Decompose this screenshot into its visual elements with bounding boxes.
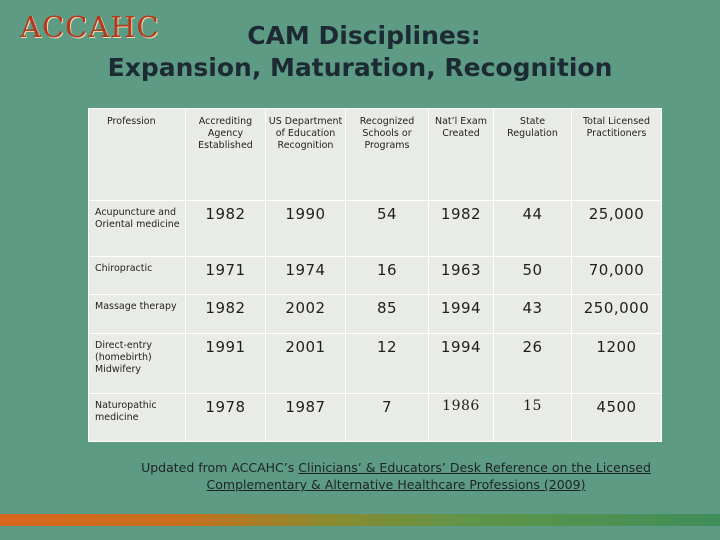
state-regulation-cell: 44	[493, 199, 572, 258]
table-row: Naturopathic medicine 1978 1987 7 1986 1…	[88, 392, 662, 443]
doe-recognition-cell: 1990	[265, 199, 346, 258]
practitioners-cell: 25,000	[571, 199, 662, 258]
exam-year-cell: 1986	[428, 392, 494, 443]
title-line-1: CAM Disciplines:	[247, 21, 481, 50]
practitioners-cell: 70,000	[571, 256, 662, 296]
disciplines-table-container: Profession Accrediting Agency Establishe…	[88, 108, 662, 443]
profession-cell: Direct-entry (homebirth) Midwifery	[88, 332, 186, 394]
accrediting-year-cell: 1982	[185, 294, 266, 334]
practitioners-cell: 4500	[571, 392, 662, 443]
table-row: Direct-entry (homebirth) Midwifery 1991 …	[88, 332, 662, 394]
practitioners-cell: 1200	[571, 332, 662, 394]
decorative-gradient-bar	[0, 514, 720, 526]
accrediting-year-cell: 1982	[185, 199, 266, 258]
bottom-band	[0, 526, 720, 540]
doe-recognition-cell: 1987	[265, 392, 346, 443]
table-row: Chiropractic 1971 1974 16 1963 50 70,000	[88, 256, 662, 296]
source-footnote: Updated from ACCAHC’s Clinicians’ & Educ…	[96, 459, 696, 493]
exam-year-cell: 1994	[428, 294, 494, 334]
schools-cell: 85	[345, 294, 429, 334]
accrediting-year-cell: 1978	[185, 392, 266, 443]
title-line-2: Expansion, Maturation, Recognition	[107, 53, 613, 82]
state-regulation-cell: 50	[493, 256, 572, 296]
header-state-regulation: State Regulation	[493, 108, 572, 201]
desk-reference-link[interactable]: Clinicians’ & Educators’ Desk Reference …	[206, 460, 651, 492]
schools-cell: 16	[345, 256, 429, 296]
accrediting-year-cell: 1991	[185, 332, 266, 394]
header-accrediting-agency: Accrediting Agency Established	[185, 108, 266, 201]
exam-year-cell: 1963	[428, 256, 494, 296]
table-row: Acupuncture and Oriental medicine 1982 1…	[88, 199, 662, 258]
slide-title: CAM Disciplines: Expansion, Maturation, …	[0, 20, 720, 84]
disciplines-table: Profession Accrediting Agency Establishe…	[88, 108, 662, 443]
table-header-row: Profession Accrediting Agency Establishe…	[88, 108, 662, 201]
doe-recognition-cell: 2002	[265, 294, 346, 334]
exam-year-cell: 1994	[428, 332, 494, 394]
schools-cell: 54	[345, 199, 429, 258]
profession-cell: Massage therapy	[88, 294, 186, 334]
profession-cell: Naturopathic medicine	[88, 392, 186, 443]
schools-cell: 7	[345, 392, 429, 443]
doe-recognition-cell: 2001	[265, 332, 346, 394]
schools-cell: 12	[345, 332, 429, 394]
header-profession: Profession	[88, 108, 186, 201]
header-recognized-schools: Recognized Schools or Programs	[345, 108, 429, 201]
practitioners-cell: 250,000	[571, 294, 662, 334]
state-regulation-cell: 26	[493, 332, 572, 394]
table-row: Massage therapy 1982 2002 85 1994 43 250…	[88, 294, 662, 334]
header-us-dept-education: US Department of Education Recognition	[265, 108, 346, 201]
profession-cell: Chiropractic	[88, 256, 186, 296]
doe-recognition-cell: 1974	[265, 256, 346, 296]
footnote-prefix: Updated from ACCAHC’s	[141, 460, 299, 475]
accrediting-year-cell: 1971	[185, 256, 266, 296]
accahc-logo: ACCAHC	[20, 10, 160, 44]
exam-year-cell: 1982	[428, 199, 494, 258]
profession-cell: Acupuncture and Oriental medicine	[88, 199, 186, 258]
state-regulation-cell: 15	[493, 392, 572, 443]
header-total-practitioners: Total Licensed Practitioners	[571, 108, 662, 201]
header-national-exam: Nat’l Exam Created	[428, 108, 494, 201]
state-regulation-cell: 43	[493, 294, 572, 334]
